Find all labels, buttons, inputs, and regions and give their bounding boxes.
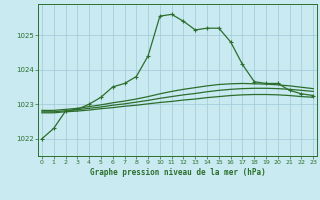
X-axis label: Graphe pression niveau de la mer (hPa): Graphe pression niveau de la mer (hPa) <box>90 168 266 177</box>
